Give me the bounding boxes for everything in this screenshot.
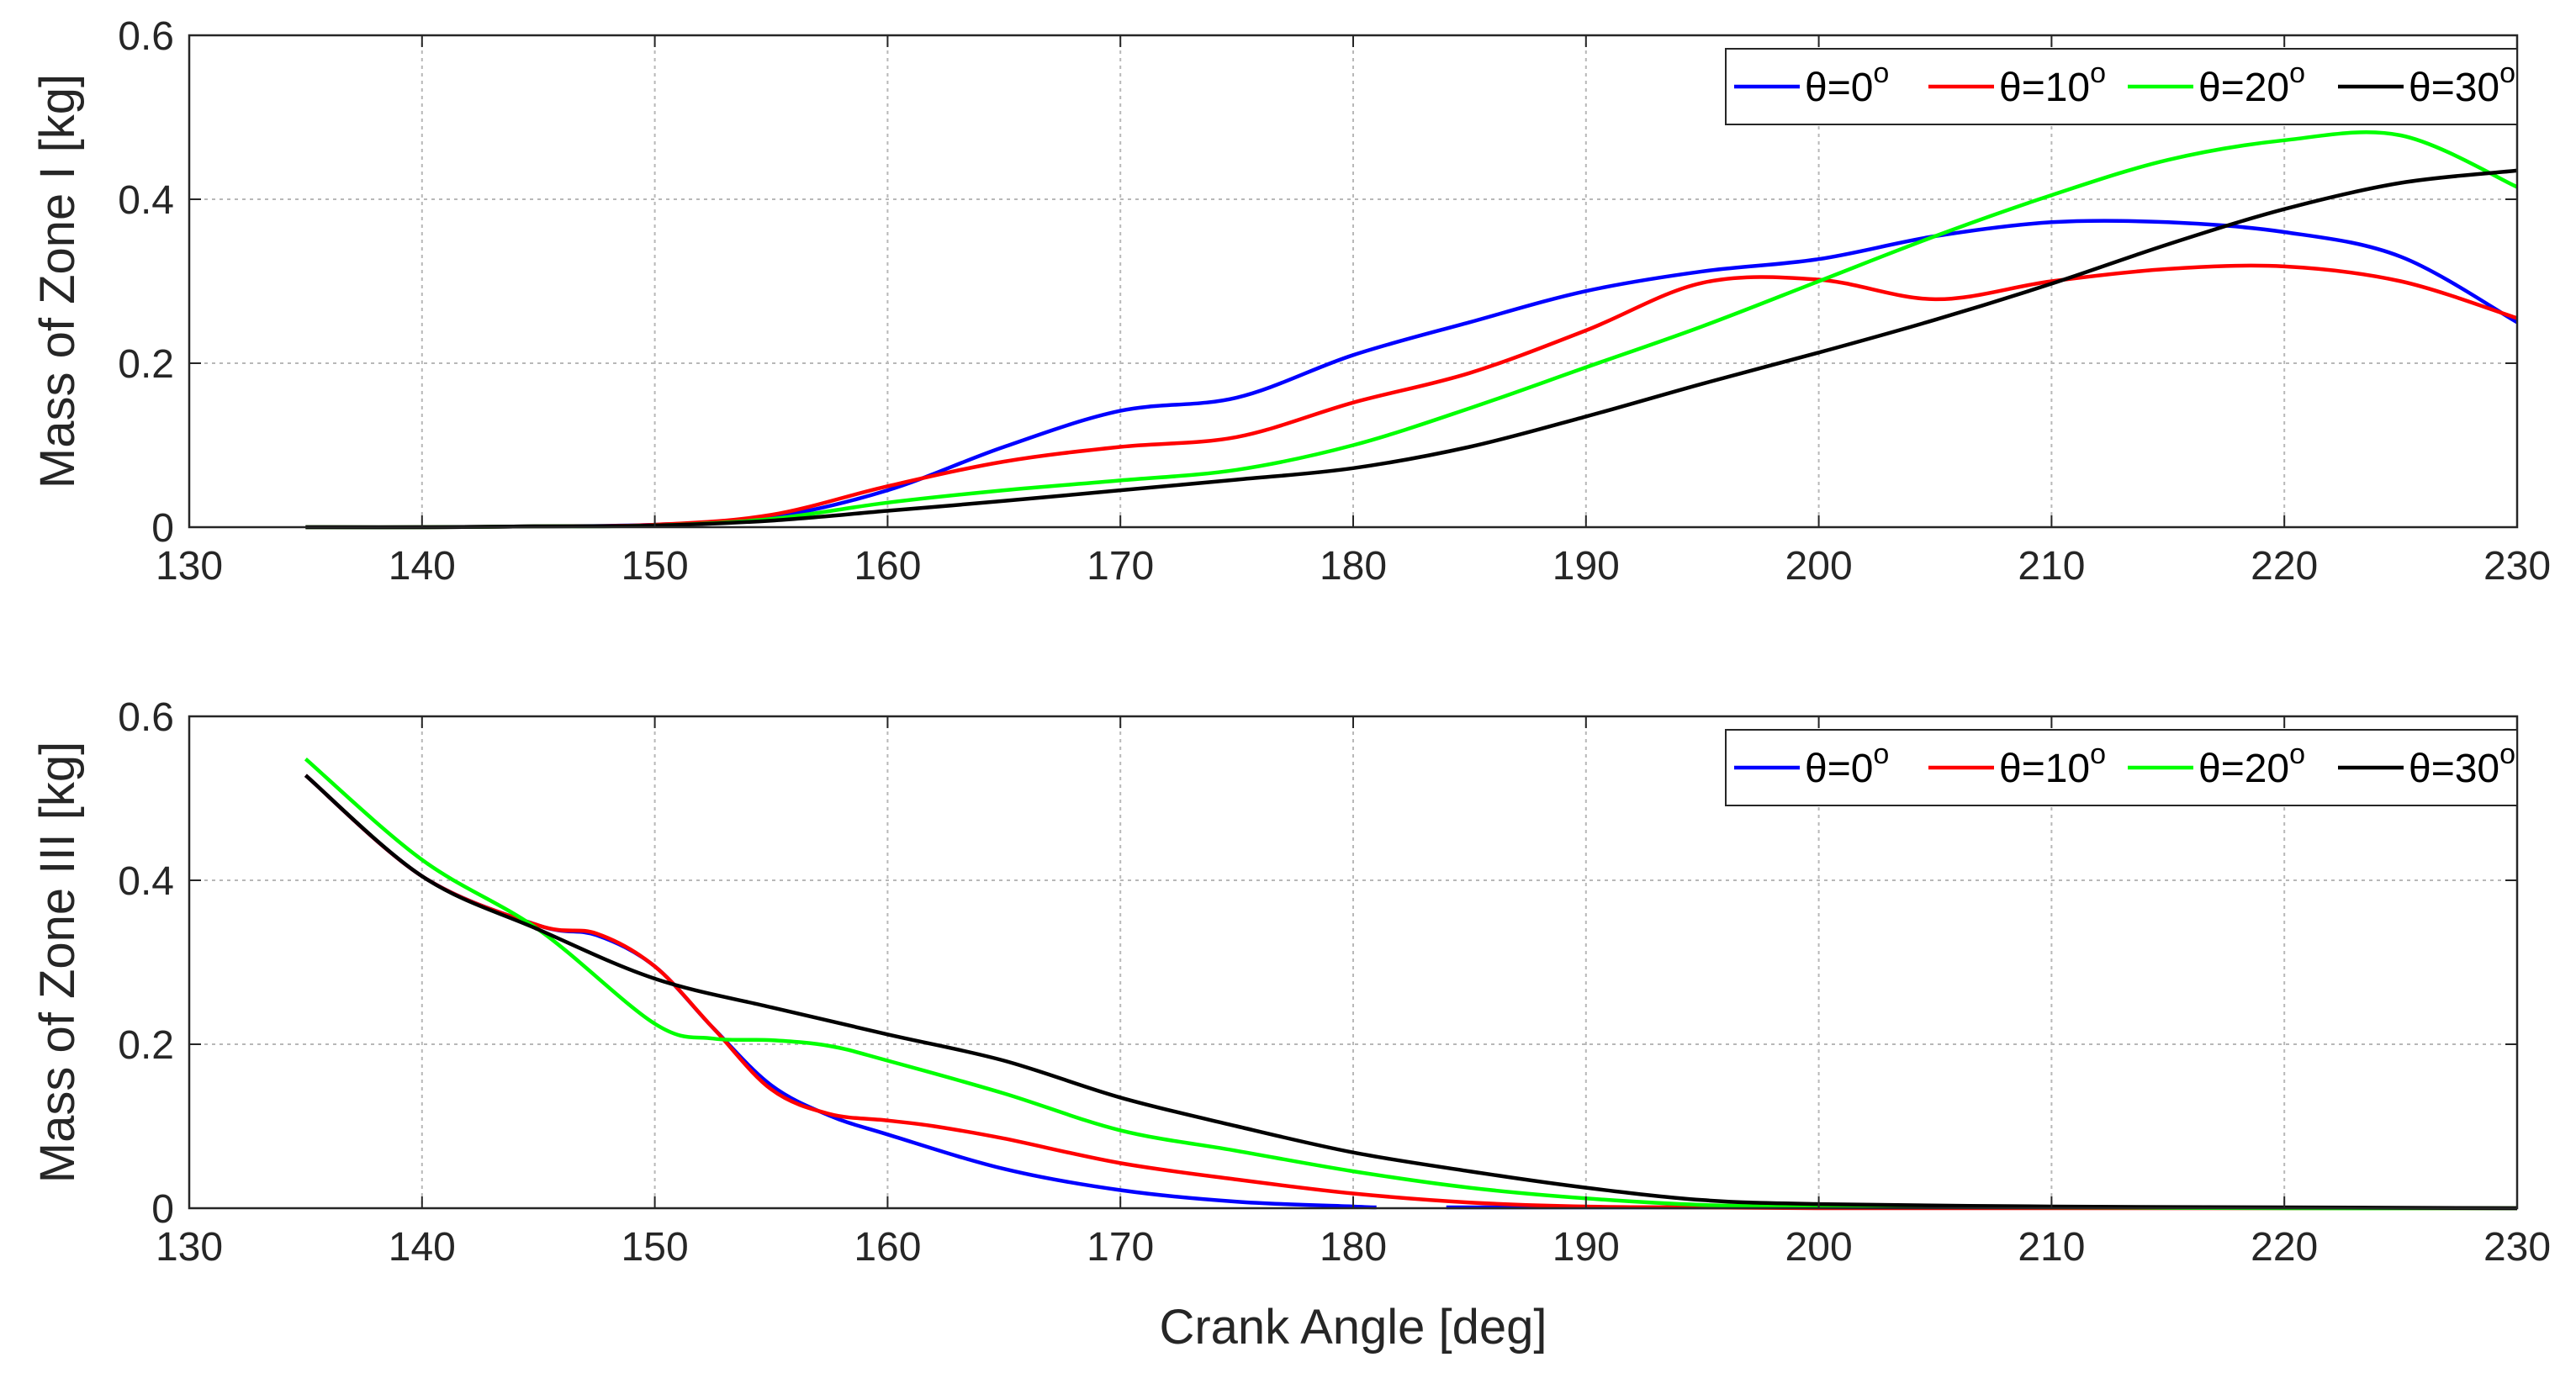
x-tick-label: 200 bbox=[1785, 1225, 1853, 1270]
legend-label-superscript: o bbox=[2090, 57, 2106, 89]
x-tick-label: 230 bbox=[2483, 544, 2551, 589]
x-tick-label: 220 bbox=[2251, 1225, 2318, 1270]
x-tick-label: 130 bbox=[156, 544, 223, 589]
y-tick-label: 0.4 bbox=[118, 859, 174, 904]
grid-lines bbox=[189, 716, 2517, 1208]
legend: θ=0o θ=10o θ=20o θ=30o bbox=[1725, 729, 2518, 806]
legend-label-superscript: o bbox=[2289, 57, 2305, 89]
x-tick-label: 140 bbox=[389, 544, 456, 589]
x-tick-label: 170 bbox=[1087, 544, 1154, 589]
legend: θ=0o θ=10o θ=20o θ=30o bbox=[1725, 48, 2518, 125]
legend-label-4: θ=30o bbox=[2409, 738, 2515, 791]
legend-label-text: θ=30 bbox=[2409, 747, 2499, 791]
legend-label-superscript: o bbox=[1873, 57, 1889, 89]
legend-label-superscript: o bbox=[2499, 57, 2515, 89]
legend-label-2: θ=10o bbox=[1999, 738, 2106, 791]
legend-label-text: θ=20 bbox=[2198, 66, 2289, 110]
series-line-4 bbox=[304, 774, 2518, 1211]
legend-label-text: θ=30 bbox=[2409, 66, 2499, 110]
chart-panel-2: 130 140 150 160 170 180 190 200 210 220 230 0 0.2 0.4… bbox=[30, 695, 2551, 1355]
series-line-4 bbox=[305, 168, 2518, 530]
x-tick-label: 180 bbox=[1320, 1225, 1387, 1270]
legend-label-2: θ=10o bbox=[1999, 57, 2106, 110]
x-tick-label: 220 bbox=[2251, 544, 2318, 589]
y-tick-label: 0.2 bbox=[118, 342, 174, 387]
x-tick-label: 170 bbox=[1087, 1225, 1154, 1270]
x-tick-label: 210 bbox=[2018, 544, 2085, 589]
x-tick-label: 150 bbox=[622, 544, 689, 589]
legend-label-superscript: o bbox=[1873, 738, 1889, 770]
x-axis-label: Crank Angle [deg] bbox=[1159, 1300, 1547, 1355]
legend-label-superscript: o bbox=[2090, 738, 2106, 770]
x-tick-label: 190 bbox=[1552, 1225, 1620, 1270]
y-tick-label: 0 bbox=[151, 1187, 174, 1232]
y-tick-label: 0.6 bbox=[118, 695, 174, 740]
y-tick-label: 0.4 bbox=[118, 178, 174, 223]
legend-label-1: θ=0o bbox=[1805, 738, 1889, 791]
legend-label-text: θ=10 bbox=[1999, 66, 2090, 110]
x-tick-label: 160 bbox=[854, 1225, 921, 1270]
x-tick-label: 190 bbox=[1552, 544, 1620, 589]
x-tick-label: 210 bbox=[2018, 1225, 2085, 1270]
legend-label-3: θ=20o bbox=[2198, 738, 2305, 791]
x-tick-label: 130 bbox=[156, 1225, 223, 1270]
x-tick-label: 150 bbox=[622, 1225, 689, 1270]
x-tick-label: 230 bbox=[2483, 1225, 2551, 1270]
legend-label-text: θ=0 bbox=[1805, 747, 1873, 791]
y-tick-label: 0.6 bbox=[118, 14, 174, 59]
legend-label-3: θ=20o bbox=[2198, 57, 2305, 110]
legend-label-superscript: o bbox=[2289, 738, 2305, 770]
legend-label-text: θ=10 bbox=[1999, 747, 2090, 791]
x-tick-label: 200 bbox=[1785, 544, 1853, 589]
x-tick-label: 140 bbox=[389, 1225, 456, 1270]
legend-label-4: θ=30o bbox=[2409, 57, 2515, 110]
x-tick-label: 180 bbox=[1320, 544, 1387, 589]
legend-box bbox=[1725, 729, 2518, 806]
y-tick-label: 0 bbox=[151, 506, 174, 551]
legend-label-text: θ=20 bbox=[2198, 747, 2289, 791]
legend-label-superscript: o bbox=[2499, 738, 2515, 770]
y-axis-label: Mass of Zone I [kg] bbox=[30, 74, 85, 488]
legend-label-text: θ=0 bbox=[1805, 66, 1873, 110]
y-tick-label: 0.2 bbox=[118, 1023, 174, 1068]
chart-panel-1: 130 140 150 160 170 180 190 200 210 220 230 0 0.2 0.4… bbox=[30, 14, 2551, 589]
legend-label-1: θ=0o bbox=[1805, 57, 1889, 110]
x-tick-label: 160 bbox=[854, 544, 921, 589]
y-axis-label: Mass of Zone III [kg] bbox=[30, 742, 85, 1183]
